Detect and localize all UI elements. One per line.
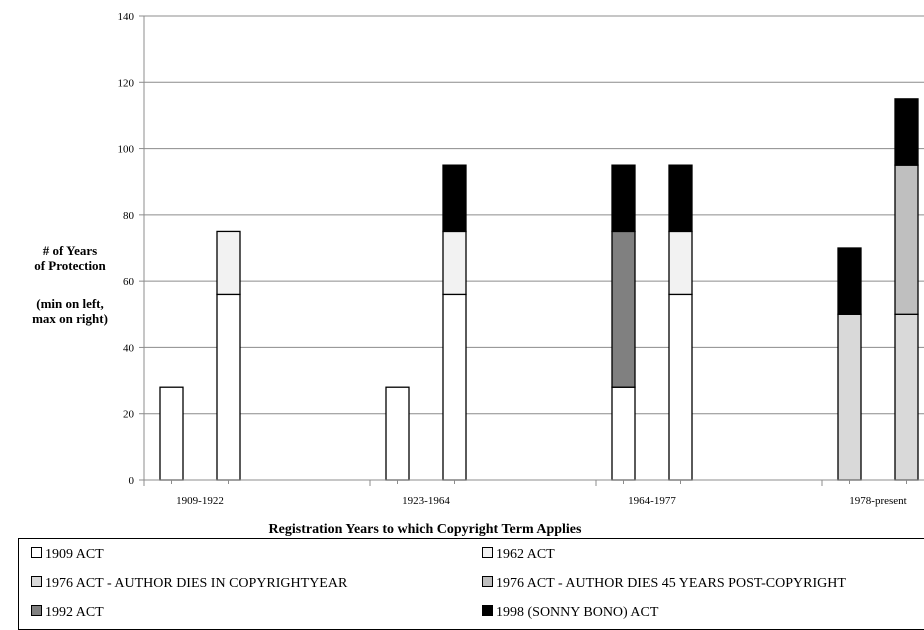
bar-segment xyxy=(385,386,410,481)
bar-segment xyxy=(894,98,919,166)
bar-segment xyxy=(611,230,636,388)
legend-label: 1998 (SONNY BONO) ACT xyxy=(496,605,659,620)
y-tick-label: 100 xyxy=(118,144,135,156)
bar-segment xyxy=(159,386,184,481)
x-tick-label: 1923-1964 xyxy=(402,495,450,507)
legend-swatch xyxy=(482,605,493,616)
gridlines xyxy=(144,15,924,415)
y-tick-label: 120 xyxy=(118,77,135,89)
legend-label: 1962 ACT xyxy=(496,547,555,562)
y-tick-label: 20 xyxy=(123,409,135,421)
y-axis-note-line: (min on left, xyxy=(36,296,104,311)
tick-labels: 0 20 40 60 80 100 120 140 1909-1922 1923-1964 1964… xyxy=(118,11,907,507)
y-tick-label: 40 xyxy=(123,342,135,354)
y-axis-note-line: max on right) xyxy=(32,311,108,326)
bar-segment xyxy=(611,386,636,481)
y-axis-label-line: # of Years xyxy=(42,243,98,258)
legend-item: 1998 (SONNY BONO) ACT xyxy=(482,605,658,621)
bar-segment xyxy=(837,313,862,481)
chart: 0 20 40 60 80 100 120 140 1909-1922 1923-1964 1964… xyxy=(118,11,924,537)
legend-swatch xyxy=(31,547,42,558)
legend-swatch xyxy=(482,576,493,587)
y-axis-label-line: of Protection xyxy=(34,258,106,273)
bar-segment xyxy=(442,293,467,481)
legend-item: 1962 ACT xyxy=(482,547,555,563)
x-axis-label: Registration Years to which Copyright Te… xyxy=(269,522,582,537)
legend-swatch xyxy=(31,576,42,587)
bar-segment xyxy=(611,164,636,233)
legend-label: 1976 ACT - AUTHOR DIES 45 YEARS POST-COP… xyxy=(496,576,846,591)
y-axis-note: (min on left, max on right) xyxy=(0,296,140,326)
bar-segment xyxy=(894,313,919,481)
y-tick-label: 80 xyxy=(123,210,135,222)
y-tick-label: 140 xyxy=(118,11,135,23)
bar-segment xyxy=(442,164,467,233)
legend-item: 1976 ACT - AUTHOR DIES 45 YEARS POST-COP… xyxy=(482,576,846,592)
y-axis-label: # of Years of Protection xyxy=(0,243,140,273)
y-tick-label: 0 xyxy=(129,475,135,487)
bar-segment xyxy=(216,293,241,481)
bar-segment xyxy=(894,164,919,315)
legend-item: 1992 ACT xyxy=(31,605,104,621)
x-tick-label: 1909-1922 xyxy=(176,495,224,507)
legend-item: 1909 ACT xyxy=(31,547,104,563)
bar-segment xyxy=(442,230,467,296)
legend-label: 1976 ACT - AUTHOR DIES IN COPYRIGHTYEAR xyxy=(45,576,348,591)
bar-segment xyxy=(216,230,241,296)
legend: 1909 ACT 1962 ACT 1976 ACT - AUTHOR DIES… xyxy=(18,538,924,630)
legend-label: 1992 ACT xyxy=(45,605,104,620)
legend-swatch xyxy=(31,605,42,616)
legend-item: 1976 ACT - AUTHOR DIES IN COPYRIGHTYEAR xyxy=(31,576,347,592)
bar-segment xyxy=(837,247,862,315)
legend-swatch xyxy=(482,547,493,558)
x-tick-label: 1978-present xyxy=(849,495,906,507)
y-tick-label: 60 xyxy=(123,276,135,288)
legend-label: 1909 ACT xyxy=(45,547,104,562)
bar-marks xyxy=(159,98,919,481)
x-tick-label: 1964-1977 xyxy=(628,495,676,507)
axes xyxy=(139,15,924,486)
bar-segment xyxy=(668,293,693,481)
bar-segment xyxy=(668,164,693,233)
bar-segment xyxy=(668,230,693,296)
